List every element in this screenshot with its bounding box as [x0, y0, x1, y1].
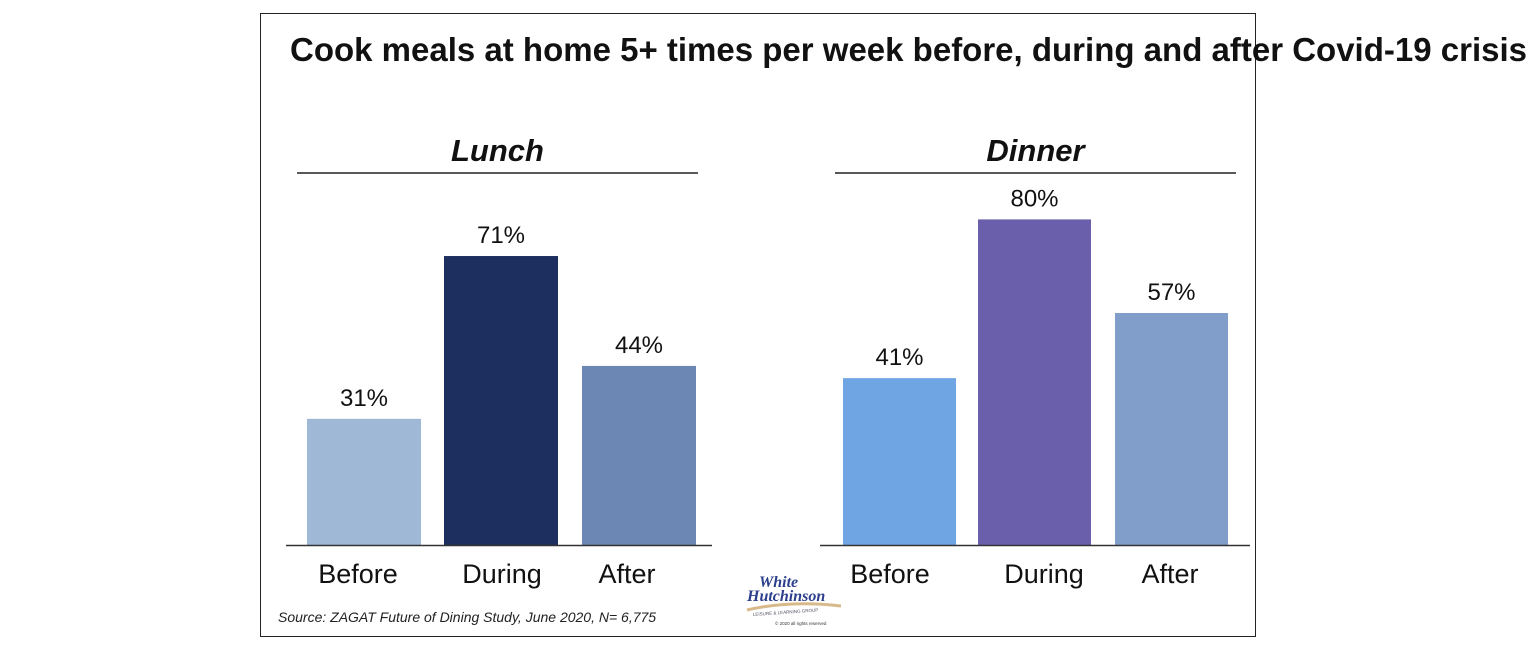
svg-text:White: White — [759, 574, 798, 591]
chart-frame — [260, 13, 1256, 637]
lunch-category-label-during: During — [462, 559, 542, 589]
lunch-panel-title: Lunch — [451, 133, 544, 168]
dinner-category-label-after: After — [1141, 559, 1198, 589]
lunch-bar-after — [582, 365, 696, 545]
dinner-data-label-after: 57% — [1147, 279, 1195, 306]
dinner-panel-title: Dinner — [986, 133, 1086, 168]
source-note: Source: ZAGAT Future of Dining Study, Ju… — [278, 609, 657, 625]
lunch-data-label-after: 44% — [615, 332, 663, 359]
dinner-category-label-before: Before — [850, 559, 930, 589]
svg-text:© 2020 all rights reserved: © 2020 all rights reserved — [775, 620, 827, 626]
dinner-bar-during — [978, 219, 1091, 545]
lunch-bar-during — [444, 256, 558, 545]
white-hutchinson-logo: White Hutchinson LEISURE & LEARNING GROU… — [746, 574, 842, 626]
dinner-bar-before — [843, 378, 956, 545]
dinner-category-label-during: During — [1004, 559, 1084, 589]
dinner-bar-after — [1115, 313, 1228, 545]
svg-text:Hutchinson: Hutchinson — [746, 588, 825, 605]
lunch-category-label-before: Before — [318, 559, 398, 589]
chart-title: Cook meals at home 5+ times per week bef… — [290, 31, 1527, 68]
lunch-bar-before — [307, 418, 421, 545]
lunch-category-label-after: After — [598, 559, 655, 589]
lunch-data-label-during: 71% — [477, 222, 525, 249]
lunch-data-label-before: 31% — [340, 385, 388, 412]
svg-text:LEISURE & LEARNING GROUP: LEISURE & LEARNING GROUP — [753, 607, 819, 617]
dinner-data-label-before: 41% — [875, 344, 923, 371]
dinner-data-label-during: 80% — [1010, 185, 1058, 212]
